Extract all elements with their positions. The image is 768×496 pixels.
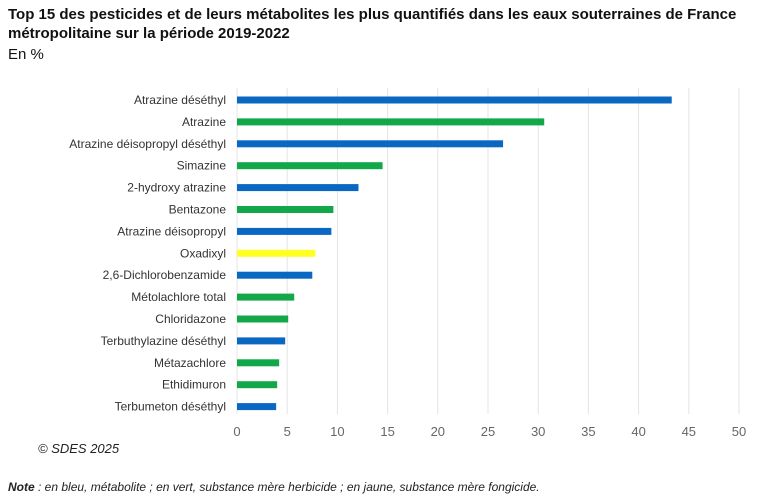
chart-title: Top 15 des pesticides et de leurs métabo… (8, 6, 737, 42)
x-tick-label: 30 (531, 424, 545, 439)
category-label: Atrazine déséthyl (134, 93, 226, 107)
bar (237, 118, 545, 126)
bar (237, 249, 316, 257)
category-label: Ethidimuron (162, 378, 226, 392)
bar (237, 359, 280, 367)
category-label: Chloridazone (155, 312, 226, 326)
category-label: Atrazine déisopropyl déséthyl (69, 137, 226, 151)
bar (237, 184, 359, 192)
bar (237, 403, 277, 411)
category-label: Métolachlore total (131, 290, 226, 304)
category-label: Atrazine (182, 115, 226, 129)
x-tick-label: 25 (481, 424, 495, 439)
bar (237, 96, 672, 104)
x-tick-label: 45 (682, 424, 696, 439)
category-label: Bentazone (169, 203, 227, 217)
x-tick-label: 40 (631, 424, 645, 439)
bar (237, 140, 504, 148)
category-label: Terbuthylazine déséthyl (101, 334, 226, 348)
bar (237, 206, 334, 213)
category-label: Métazachlore (154, 356, 226, 370)
category-label: 2,6-Dichlorobenzamide (103, 268, 227, 282)
x-tick-label: 10 (330, 424, 344, 439)
category-label: Oxadixyl (180, 246, 226, 260)
x-tick-label: 35 (581, 424, 595, 439)
category-label: Simazine (177, 159, 227, 173)
source-credit: © SDES 2025 (38, 441, 120, 456)
bar (237, 315, 289, 323)
bar (237, 381, 278, 389)
bar (237, 227, 332, 235)
footnote: Note : en bleu, métabolite ; en vert, su… (8, 480, 540, 494)
chart-subtitle: En % (8, 46, 44, 63)
bar (237, 337, 286, 345)
x-tick-label: 50 (732, 424, 746, 439)
bar (237, 162, 383, 170)
x-tick-label: 20 (431, 424, 445, 439)
category-label: Atrazine déisopropyl (117, 224, 226, 238)
note-label: Note (8, 480, 35, 494)
bar (237, 293, 295, 301)
note-text: : en bleu, métabolite ; en vert, substan… (34, 480, 540, 494)
x-tick-label: 5 (284, 424, 291, 439)
x-tick-label: 15 (380, 424, 394, 439)
category-label: Terbumeton déséthyl (115, 400, 226, 414)
bar (237, 271, 313, 279)
x-tick-label: 0 (233, 424, 240, 439)
category-label: 2-hydroxy atrazine (127, 181, 226, 195)
